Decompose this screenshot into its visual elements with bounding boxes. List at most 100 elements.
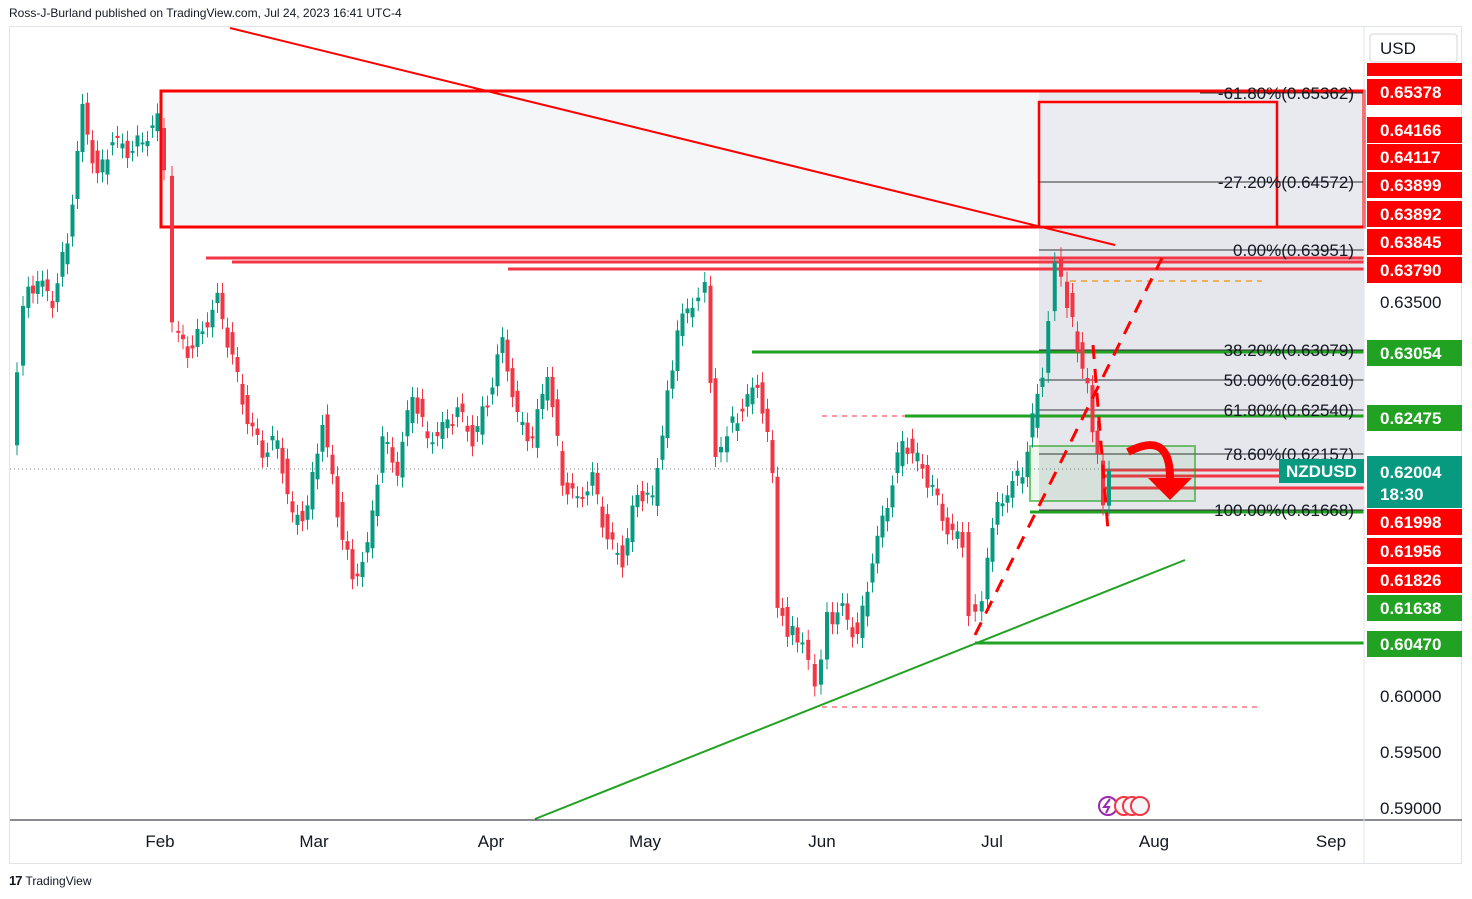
candle-body	[360, 561, 365, 578]
candle-body	[455, 407, 460, 418]
candle-body	[780, 607, 785, 616]
last-price-badge	[1367, 456, 1462, 508]
candle-body	[320, 424, 325, 452]
candle-body	[650, 495, 655, 498]
candle-body	[100, 159, 105, 173]
price-label: 0.63790	[1380, 261, 1441, 280]
candle-body	[1046, 321, 1051, 373]
candle-body	[725, 436, 729, 453]
candle-body	[200, 331, 205, 335]
y-tick-label: 0.59000	[1380, 799, 1441, 818]
candle-body	[708, 285, 713, 383]
candle-body	[500, 337, 505, 354]
candle-body	[345, 541, 350, 550]
candle-body	[765, 408, 770, 433]
candle-body	[830, 612, 835, 625]
candle-body	[850, 627, 855, 638]
economic-events-icon[interactable]	[1098, 796, 1150, 816]
candle-body	[1101, 460, 1105, 506]
candle-body	[181, 334, 185, 340]
candle-body	[675, 330, 680, 371]
candle-body	[1030, 413, 1035, 438]
candle-body	[490, 387, 495, 395]
candle-body	[812, 664, 817, 687]
candle-body	[35, 281, 40, 294]
candle-body	[745, 394, 750, 407]
ascending-trendline	[534, 559, 1186, 820]
fib-labels: -61.80%(0.65362) -27.20%(0.64572) 0.00%(0.…	[1214, 84, 1354, 520]
price-label-bg	[1367, 229, 1462, 255]
price-label-bg	[1367, 117, 1462, 143]
candle-body	[140, 142, 145, 145]
x-tick-label: Sep	[1316, 832, 1346, 851]
candle-body	[190, 345, 195, 349]
candle-body	[600, 506, 605, 528]
candle-body	[450, 424, 455, 427]
candle-body	[620, 545, 625, 568]
candle-body	[740, 408, 745, 412]
candle-body	[625, 538, 630, 556]
candle-body	[475, 426, 480, 433]
candle-body	[205, 322, 210, 328]
candle-body	[176, 330, 181, 333]
symbol-badge	[1279, 459, 1364, 483]
candle-body	[120, 143, 125, 149]
candle-body	[400, 441, 405, 478]
candle-body	[713, 378, 718, 457]
candle-body	[785, 607, 790, 637]
price-label: 0.64166	[1380, 121, 1441, 140]
dashed-down	[1091, 344, 1110, 531]
x-tick-label: Jun	[808, 832, 835, 851]
chart-frame	[9, 26, 1462, 864]
candle-body	[840, 603, 845, 606]
candle-body	[225, 327, 230, 348]
candle-body	[665, 390, 670, 438]
price-label-bg	[1367, 509, 1462, 535]
candle-body	[1000, 503, 1005, 507]
candle-body	[979, 601, 984, 612]
y-tick-label: 0.60000	[1380, 687, 1441, 706]
candle-body	[480, 406, 485, 435]
candle-body	[590, 472, 595, 486]
candle-body	[570, 483, 575, 489]
candle-body	[390, 447, 395, 463]
candle-body	[55, 283, 60, 303]
price-label-bg	[1367, 567, 1462, 593]
candle-body	[690, 307, 695, 318]
tradingview-footer[interactable]: 17 TradingView	[9, 873, 92, 888]
candle-body	[635, 494, 640, 508]
candle-body	[1080, 342, 1085, 369]
candle-body	[565, 482, 570, 495]
price-label: 0.61826	[1380, 571, 1441, 590]
price-label: 0.63892	[1380, 205, 1441, 224]
candle-body	[545, 377, 550, 401]
candle-body	[525, 422, 530, 442]
candle-body	[1015, 470, 1020, 476]
candle-body	[385, 442, 390, 445]
candle-body	[1010, 481, 1015, 498]
footer-brand: TradingView	[25, 873, 92, 888]
candle-body	[530, 436, 535, 439]
currency-box[interactable]	[1369, 33, 1458, 63]
candle-body	[170, 175, 174, 323]
candle-body	[945, 517, 950, 535]
publisher-header: Ross-J-Burland published on TradingView.…	[9, 6, 402, 20]
candle-body	[955, 531, 960, 539]
candle-body	[905, 447, 910, 454]
candle-body	[255, 428, 260, 435]
candle-body	[275, 440, 280, 449]
y-tick-label: 0.59500	[1380, 743, 1441, 762]
price-label: 0.61956	[1380, 542, 1441, 561]
candle-body	[105, 159, 110, 175]
candle-body	[26, 286, 31, 308]
candle-body	[1085, 377, 1090, 384]
candle-body	[495, 354, 500, 387]
time-axis: Feb Mar Apr May Jun Jul Aug Sep	[145, 832, 1346, 851]
price-label: 0.63845	[1380, 233, 1441, 252]
candle-body	[875, 535, 880, 564]
candle-body	[305, 505, 310, 520]
candle-body	[750, 387, 755, 405]
candle-body	[310, 472, 315, 510]
candle-body	[770, 440, 775, 474]
